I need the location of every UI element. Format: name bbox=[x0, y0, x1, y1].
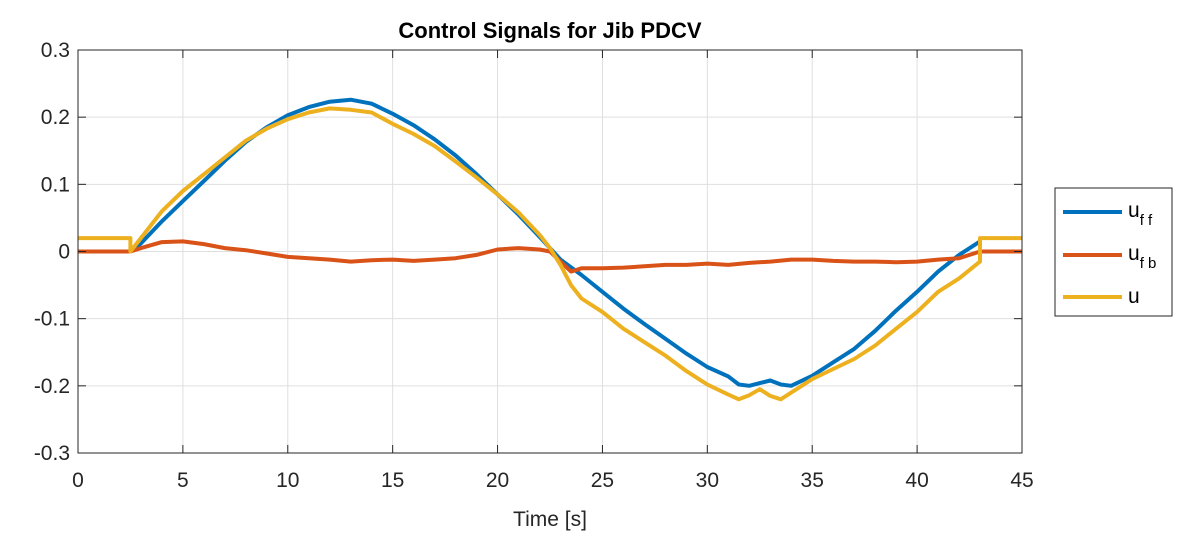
y-tick-label: 0.1 bbox=[41, 173, 70, 196]
x-axis-label: Time [s] bbox=[513, 508, 587, 531]
y-tick-label: 0.2 bbox=[41, 106, 70, 129]
chart-title: Control Signals for Jib PDCV bbox=[398, 18, 701, 43]
x-tick-label: 25 bbox=[591, 469, 614, 492]
x-tick-label: 10 bbox=[276, 469, 299, 492]
axis-ticks: 0 5 10 15 20 25 30 35 40 45 0.3 0.2 0.1 0 -0.1 -0.2 -0.3 bbox=[34, 39, 1034, 492]
y-tick-label: 0.3 bbox=[41, 39, 70, 62]
x-tick-label: 40 bbox=[905, 469, 928, 492]
x-tick-label: 0 bbox=[72, 469, 84, 492]
legend: uf f uf b u bbox=[1054, 187, 1173, 317]
legend-entry-u: u bbox=[1128, 285, 1140, 308]
series-line-u bbox=[78, 106, 1022, 402]
x-tick-label: 30 bbox=[696, 469, 719, 492]
x-tick-label: 35 bbox=[801, 469, 824, 492]
y-tick-label: 0 bbox=[58, 241, 70, 264]
x-tick-label: 45 bbox=[1010, 469, 1033, 492]
series-layer bbox=[78, 97, 1022, 402]
x-tick-label: 20 bbox=[486, 469, 509, 492]
y-tick-label: -0.3 bbox=[34, 442, 70, 465]
legend-entry-ufb: uf b bbox=[1128, 242, 1156, 272]
legend-box bbox=[1054, 187, 1173, 317]
legend-entry-uff: uf f bbox=[1128, 199, 1153, 229]
y-tick-label: -0.1 bbox=[34, 308, 70, 331]
x-tick-label: 5 bbox=[177, 469, 189, 492]
x-tick-label: 15 bbox=[381, 469, 404, 492]
y-tick-label: -0.2 bbox=[34, 375, 70, 398]
